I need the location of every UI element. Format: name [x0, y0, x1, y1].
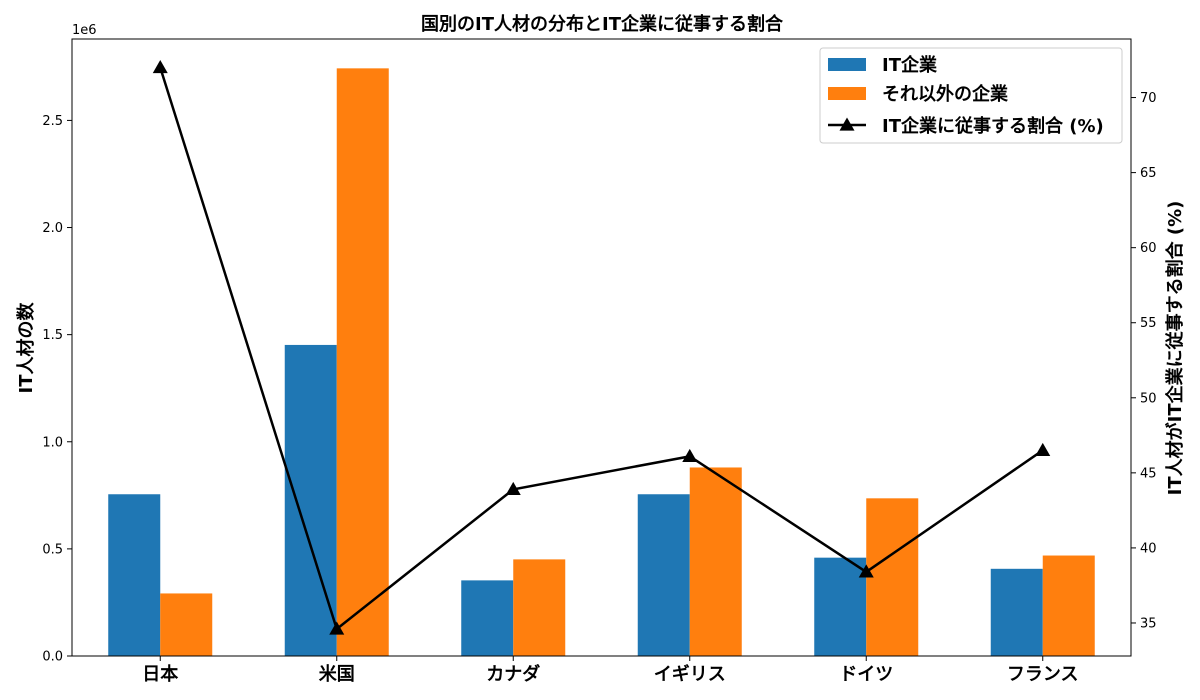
y-tick-label-right-7: 70: [1140, 91, 1157, 106]
plot-frame: [71, 38, 1132, 657]
y-tick-label-left-2: 1.0: [42, 435, 63, 450]
x-tick-label-3: イギリス: [654, 664, 726, 685]
bar-it-4: [814, 557, 867, 656]
x-tick-label-1: 米国: [319, 663, 355, 685]
y-tick-label-right-2: 45: [1140, 466, 1157, 481]
bar-other-3: [689, 467, 742, 656]
bar-it-2: [461, 580, 514, 656]
bar-other-5: [1042, 555, 1095, 656]
bar-it-3: [637, 494, 690, 656]
y-tick-label-right-3: 50: [1140, 391, 1157, 406]
line-marker-5: [1035, 442, 1051, 456]
y-axis-title-right: IT人材がIT企業に従事する割合 (%): [1164, 201, 1186, 496]
line-series-group: [152, 60, 1051, 635]
bar-other-1: [336, 68, 389, 657]
y-axis-title-left: IT人材の数: [15, 302, 37, 394]
line-series-path: [159, 67, 1044, 632]
legend-line-marker: [839, 117, 855, 131]
legend-box: [819, 47, 1123, 144]
y-tick-label-right-5: 60: [1140, 241, 1157, 256]
line-marker-1: [329, 621, 345, 635]
bar-it-5: [990, 568, 1043, 656]
y-tick-label-right-4: 55: [1140, 316, 1157, 331]
bar-other-4: [866, 498, 919, 656]
y-tick-label-left-5: 2.5: [42, 114, 63, 129]
y-tick-label-right-0: 35: [1140, 616, 1157, 631]
legend-label-1: それ以外の企業: [882, 83, 1009, 105]
y-tick-label-left-3: 1.5: [42, 328, 63, 343]
x-tick-label-2: カナダ: [486, 663, 540, 685]
x-tick-label-0: 日本: [142, 663, 178, 685]
legend-label-0: IT企業: [882, 54, 938, 76]
line-marker-4: [858, 564, 874, 578]
x-tick-label-4: ドイツ: [839, 664, 893, 685]
legend-label-2: IT企業に従事する割合 (%): [882, 115, 1104, 137]
legend-swatch-0: [828, 58, 866, 71]
y-axis-scale-label: 1e6: [72, 23, 97, 38]
bar-it-0: [108, 494, 161, 656]
chart-title: 国別のIT人材の分布とIT企業に従事する割合: [421, 13, 784, 35]
axes-group: 0.0 0.5 1.0 1.5 2.0 2.5 35 40 45 50 55 60 65 70 日本 米国 カナ…: [42, 38, 1157, 685]
line-marker-0: [152, 60, 168, 74]
y-tick-label-left-1: 0.5: [42, 542, 63, 557]
y-tick-label-right-6: 65: [1140, 166, 1157, 181]
bar-it-1: [284, 344, 337, 656]
line-marker-3: [682, 448, 698, 462]
bar-other-0: [160, 593, 213, 656]
line-marker-2: [505, 481, 521, 495]
legend-swatch-1: [828, 87, 866, 100]
bars-group: [108, 68, 1095, 657]
bar-other-2: [513, 559, 566, 656]
y-tick-label-left-4: 2.0: [42, 221, 63, 236]
y-tick-label-right-1: 40: [1140, 541, 1157, 556]
y-tick-label-left-0: 0.0: [42, 650, 63, 665]
x-tick-label-5: フランス: [1007, 664, 1079, 685]
